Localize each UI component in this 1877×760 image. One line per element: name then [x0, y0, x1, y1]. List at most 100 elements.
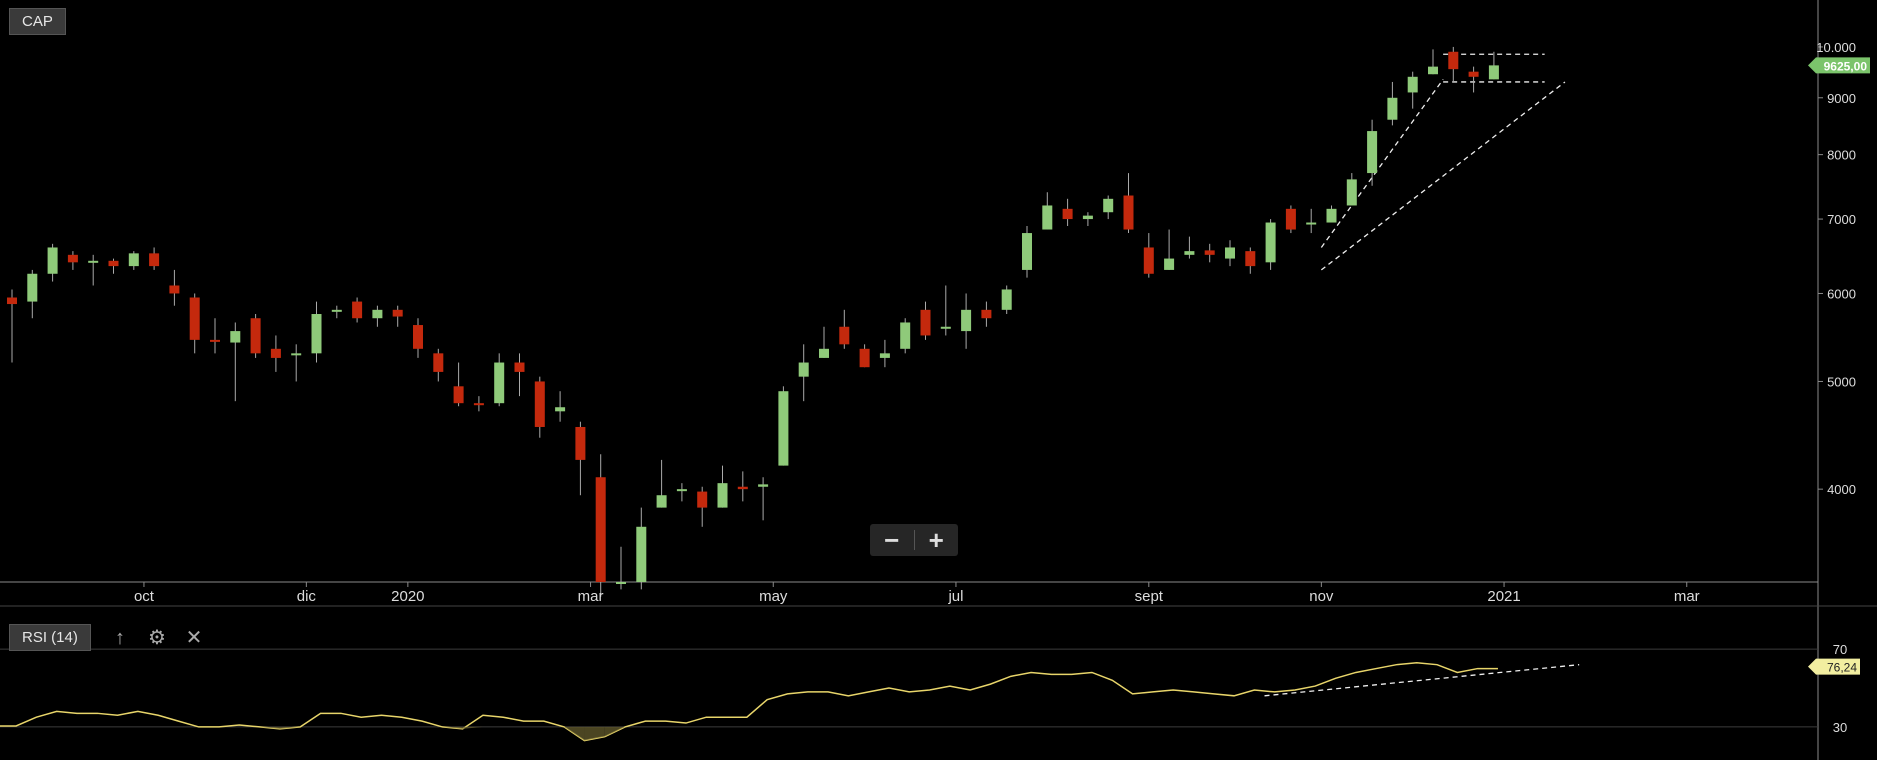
candle — [47, 243, 58, 282]
candle-body — [879, 353, 890, 358]
candle — [1143, 233, 1154, 278]
x-tick-label: 2020 — [391, 588, 424, 605]
candle-body — [961, 309, 972, 332]
candle-body — [920, 309, 931, 336]
candle — [819, 326, 829, 358]
arrow-up-icon[interactable]: ↑ — [115, 627, 125, 649]
candle — [1428, 49, 1438, 75]
candle-body — [737, 486, 748, 490]
gear-icon[interactable]: ⚙ — [148, 627, 166, 649]
candle-body — [819, 348, 829, 358]
candle — [1042, 192, 1053, 230]
candle-body — [1346, 179, 1357, 206]
candle — [372, 305, 383, 327]
rsi-tick-label: 70 — [1833, 642, 1847, 657]
candle-body — [595, 477, 606, 582]
rsi-oversold-fill — [462, 726, 483, 729]
candle — [473, 396, 484, 412]
candle — [1123, 173, 1134, 234]
y-tick-label: 6000 — [1827, 286, 1856, 301]
candle-body — [1062, 208, 1073, 220]
candle-body — [169, 285, 180, 294]
rsi-oversold-fill — [564, 726, 585, 741]
candle-body — [392, 309, 403, 317]
candle-body — [555, 407, 566, 412]
candle-body — [67, 254, 78, 263]
rsi-tick-label: 30 — [1833, 720, 1847, 735]
candle — [1082, 212, 1093, 227]
candle — [88, 254, 99, 286]
candle-body — [940, 326, 951, 329]
candle-body — [473, 403, 484, 406]
candle-body — [270, 348, 281, 358]
y-tick-label: 5000 — [1827, 374, 1856, 389]
x-tick-label: mar — [578, 588, 604, 605]
candle-body — [331, 309, 342, 312]
candle-body — [413, 325, 423, 349]
candle — [737, 471, 748, 502]
candle — [798, 344, 809, 402]
candle-body — [778, 391, 789, 466]
candle-body — [1204, 250, 1215, 255]
candle — [534, 376, 545, 438]
candle — [189, 293, 200, 354]
candle-body — [189, 297, 200, 340]
trendline — [1320, 81, 1566, 271]
candle-body — [1306, 222, 1317, 225]
ticker-label[interactable]: CAP — [9, 8, 66, 35]
candle — [1062, 198, 1073, 227]
candle — [900, 318, 911, 354]
candle-body — [656, 495, 667, 508]
candle-body — [636, 526, 647, 582]
candle — [494, 353, 505, 407]
candle — [67, 251, 78, 270]
candle — [169, 269, 180, 306]
candle — [453, 362, 464, 407]
candle-body — [1285, 208, 1296, 230]
rsi-oversold-fill — [259, 726, 280, 729]
y-tick-label: 7000 — [1827, 212, 1856, 227]
candle-body — [717, 483, 728, 508]
candle — [555, 391, 566, 422]
candle — [331, 305, 342, 319]
candle-body — [1184, 251, 1195, 255]
candle — [1468, 66, 1479, 93]
candle — [1285, 205, 1296, 234]
candle-body — [250, 318, 261, 354]
candle — [1204, 243, 1215, 263]
candle — [859, 344, 870, 368]
candle-body — [1326, 208, 1337, 223]
candle — [27, 269, 38, 319]
x-tick-label: 2021 — [1487, 588, 1520, 605]
rsi-badge-bg — [1808, 658, 1860, 675]
candle — [595, 454, 606, 597]
x-tick-label: mar — [1674, 588, 1700, 605]
candle-body — [900, 322, 911, 349]
candle-body — [494, 362, 505, 404]
candle-body — [798, 362, 809, 377]
candle-body — [1001, 289, 1012, 310]
indicator-label[interactable]: RSI (14) — [9, 624, 91, 651]
candle — [1265, 219, 1276, 270]
candle-body — [453, 386, 464, 404]
x-tick-label: nov — [1309, 588, 1334, 605]
candle-body — [128, 253, 139, 267]
candle — [149, 247, 160, 270]
zoom-out-button[interactable]: − — [884, 525, 900, 555]
candle — [636, 507, 647, 590]
candle — [270, 335, 281, 372]
candle-body — [839, 326, 850, 345]
candle — [514, 353, 525, 397]
rsi-line — [0, 661, 1498, 742]
candle — [1225, 240, 1235, 267]
candle-body — [1042, 205, 1053, 230]
candle-body — [372, 309, 383, 319]
candle-body — [433, 353, 444, 372]
candle — [1346, 173, 1357, 206]
zoom-in-button[interactable]: + — [928, 525, 944, 555]
candle — [717, 465, 728, 508]
candle — [940, 285, 951, 336]
close-icon[interactable]: ✕ — [185, 627, 203, 649]
candle — [1488, 51, 1499, 80]
